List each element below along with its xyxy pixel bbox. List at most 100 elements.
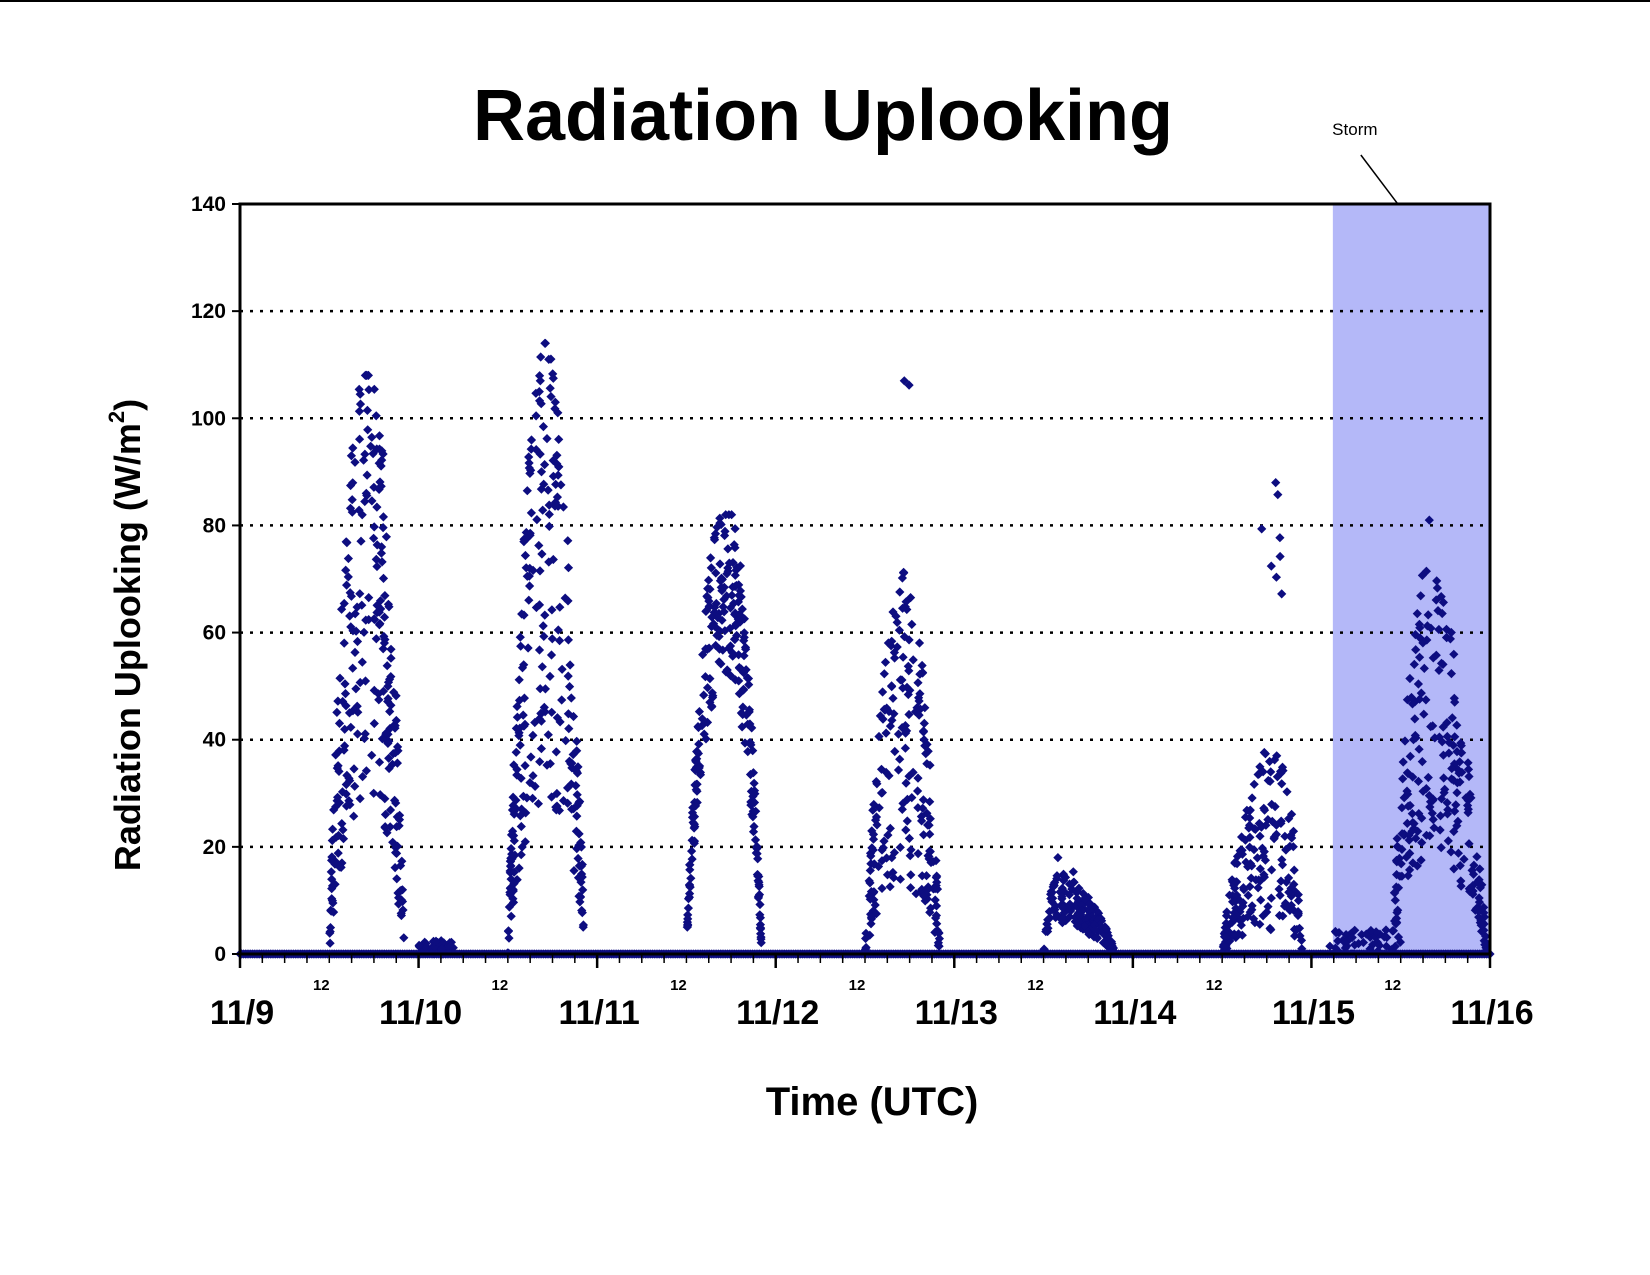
data-point xyxy=(394,899,404,909)
y-tick-label: 0 xyxy=(214,943,226,966)
data-point xyxy=(338,825,348,835)
data-point xyxy=(719,594,729,605)
data-point xyxy=(866,912,876,922)
data-point xyxy=(1428,653,1438,663)
data-point xyxy=(332,763,342,773)
data-point xyxy=(512,764,522,775)
data-point xyxy=(1276,876,1286,886)
data-point xyxy=(337,787,348,797)
data-point xyxy=(334,746,344,756)
data-point xyxy=(1403,789,1413,799)
data-point xyxy=(517,609,527,619)
data-point xyxy=(932,877,942,887)
data-point xyxy=(691,779,701,789)
data-point xyxy=(551,479,561,489)
data-point xyxy=(899,376,909,386)
data-point xyxy=(512,712,522,722)
data-point xyxy=(531,411,541,421)
x-axis-ticks: 12 12 12 12 12 12 12 11/9 11/10 11/11 11/12 11/13 11… xyxy=(210,954,1534,1032)
data-point xyxy=(694,763,704,773)
data-point xyxy=(1476,920,1486,930)
data-point xyxy=(898,798,908,808)
data-point xyxy=(892,617,902,627)
data-point xyxy=(687,846,697,856)
data-point xyxy=(711,568,721,578)
data-point xyxy=(755,923,766,933)
data-point xyxy=(717,586,727,596)
plot-frame xyxy=(238,202,1492,956)
data-point xyxy=(930,895,940,905)
data-point xyxy=(1466,793,1476,803)
data-point xyxy=(926,857,936,868)
data-point xyxy=(756,929,766,939)
data-point xyxy=(866,919,876,929)
data-point xyxy=(1293,890,1303,900)
data-point xyxy=(1402,818,1412,828)
data-point xyxy=(325,938,335,948)
data-point xyxy=(369,384,379,394)
data-point xyxy=(912,703,922,713)
data-point xyxy=(538,621,548,631)
data-point xyxy=(519,721,529,731)
data-point xyxy=(536,716,546,726)
data-point xyxy=(370,614,380,625)
data-point xyxy=(1464,771,1474,782)
data-point xyxy=(1092,932,1102,942)
data-point xyxy=(538,422,548,432)
data-point xyxy=(913,803,923,813)
x-hour-tick-label: 12 xyxy=(1027,977,1044,994)
data-point xyxy=(867,826,877,836)
data-point xyxy=(329,805,339,815)
data-point xyxy=(1436,843,1446,853)
data-point xyxy=(345,800,355,810)
data-point xyxy=(516,641,526,651)
data-point xyxy=(730,634,740,645)
data-point xyxy=(437,944,447,954)
data-point xyxy=(1080,921,1090,931)
data-point xyxy=(1331,928,1341,938)
data-point xyxy=(1479,925,1489,935)
data-point xyxy=(1284,814,1294,824)
data-point xyxy=(867,843,877,853)
data-point xyxy=(343,572,353,582)
data-point xyxy=(362,405,372,415)
data-point xyxy=(889,647,899,658)
data-point xyxy=(504,933,514,943)
data-point xyxy=(390,863,400,873)
data-point xyxy=(574,829,584,839)
data-point xyxy=(1461,793,1471,803)
data-point xyxy=(865,878,875,888)
data-point xyxy=(869,887,879,897)
data-point xyxy=(1412,861,1422,871)
data-point xyxy=(727,590,737,600)
y-axis-label: Radiation Uplooking (W/m2) xyxy=(104,399,148,871)
data-point xyxy=(1277,779,1287,789)
data-point xyxy=(552,788,562,799)
data-point xyxy=(507,805,518,815)
data-point xyxy=(377,455,387,465)
data-point xyxy=(709,533,719,543)
data-point xyxy=(1409,659,1419,669)
data-point xyxy=(421,942,431,952)
data-point xyxy=(1456,741,1466,751)
data-point xyxy=(1350,925,1360,935)
data-point xyxy=(887,853,897,863)
data-point xyxy=(741,644,751,654)
data-point xyxy=(566,693,576,703)
data-point xyxy=(704,643,714,653)
data-point xyxy=(547,634,557,644)
data-point xyxy=(1438,750,1448,760)
data-point xyxy=(333,696,343,706)
data-point xyxy=(904,833,914,843)
data-point xyxy=(561,736,571,746)
data-point xyxy=(572,746,582,756)
data-point xyxy=(905,685,915,695)
data-point xyxy=(362,470,372,480)
data-point xyxy=(550,404,560,414)
data-point xyxy=(1411,833,1421,843)
data-point xyxy=(887,681,897,691)
data-point xyxy=(348,443,358,453)
data-point xyxy=(520,761,530,771)
data-point xyxy=(1296,935,1307,945)
data-point xyxy=(682,922,692,932)
